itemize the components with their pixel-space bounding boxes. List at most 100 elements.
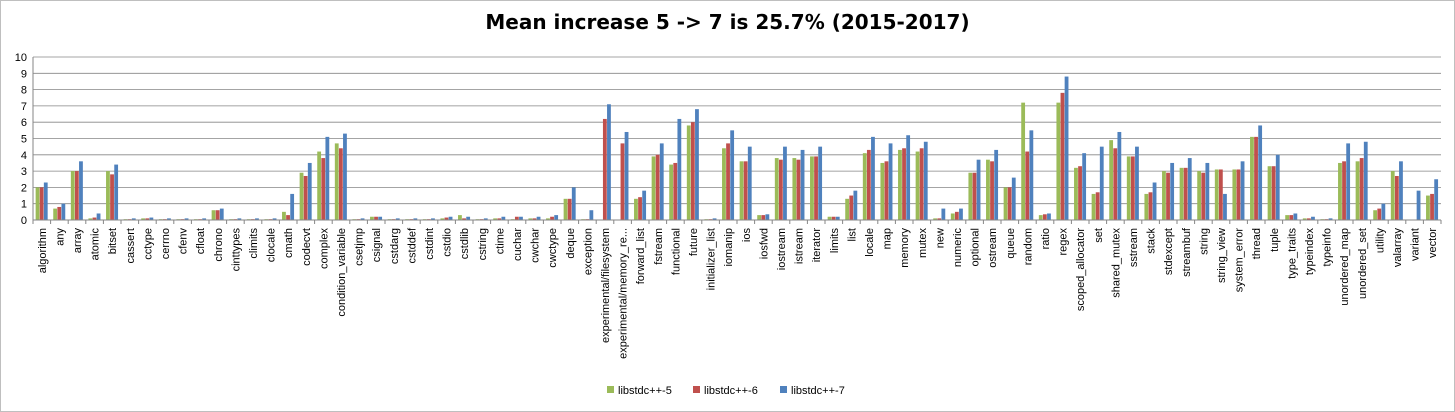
bar-libstdc-6 — [602, 118, 607, 220]
bar-libstdc-6 — [444, 217, 449, 220]
bar-libstdc-5 — [53, 208, 58, 220]
x-tick-label: stack — [1146, 228, 1158, 254]
bar-libstdc-7 — [1082, 153, 1087, 220]
legend: libstdc++-5 libstdc++-6 libstdc++-7 — [607, 385, 845, 397]
bar-libstdc-7 — [431, 218, 435, 220]
bar-libstdc-5 — [1267, 166, 1272, 220]
bar-libstdc-6 — [1236, 169, 1241, 220]
bar-libstdc-6 — [866, 149, 871, 220]
bar-libstdc-6 — [74, 171, 79, 220]
x-tick-label: any — [54, 228, 66, 246]
x-tick-label: clocale — [266, 228, 278, 262]
bar-libstdc-7 — [1187, 158, 1192, 220]
x-tick-label: condition_variable — [336, 228, 348, 317]
bar-libstdc-7 — [835, 216, 840, 220]
bar-libstdc-6 — [57, 206, 62, 220]
bar-libstdc-7 — [149, 217, 154, 220]
bar-libstdc-7 — [1152, 182, 1157, 220]
bar-libstdc-6 — [814, 156, 818, 220]
bar-libstdc-6 — [374, 216, 378, 220]
bar-libstdc-6 — [1342, 161, 1346, 220]
x-tick-label: ostream — [987, 228, 999, 268]
bar-libstdc-6 — [1430, 193, 1434, 220]
x-tick-label: streambuf — [1181, 227, 1193, 277]
bar-libstdc-6 — [567, 198, 572, 220]
bar-libstdc-6 — [1042, 214, 1047, 220]
bar-libstdc-6 — [215, 210, 220, 220]
bar-libstdc-6 — [462, 218, 466, 220]
bar-libstdc-5 — [370, 216, 374, 220]
bar-libstdc-7 — [853, 190, 858, 220]
bar-libstdc-7 — [712, 218, 717, 220]
bar-libstdc-5 — [950, 213, 955, 220]
bar-libstdc-7 — [783, 146, 787, 220]
legend-swatch — [607, 386, 614, 393]
bar-libstdc-5 — [1197, 171, 1202, 220]
x-tick-label: cassert — [125, 228, 137, 263]
x-tick-label: cwctype — [547, 228, 559, 268]
bar-libstdc-6 — [497, 218, 502, 220]
x-tick-label: cctype — [142, 228, 154, 260]
bar-libstdc-5 — [458, 215, 462, 220]
bar-libstdc-6 — [831, 216, 836, 220]
bar-libstdc-5 — [563, 198, 568, 220]
bar-libstdc-6 — [990, 161, 994, 220]
bar-libstdc-6 — [303, 175, 308, 220]
bar-libstdc-5 — [1074, 167, 1078, 220]
bar-libstdc-6 — [92, 217, 97, 220]
bar-libstdc-7 — [1399, 161, 1403, 220]
bar-libstdc-6 — [638, 197, 642, 220]
bar-libstdc-6 — [954, 211, 959, 220]
bar-libstdc-5 — [1021, 102, 1026, 220]
x-tick-label: iterator — [811, 228, 823, 263]
bar-libstdc-6 — [321, 158, 326, 220]
bar-libstdc-6 — [1394, 175, 1399, 220]
bar-libstdc-7 — [167, 218, 171, 220]
x-tick-label: list — [846, 228, 858, 241]
x-tick-label: numeric — [952, 228, 964, 268]
bar-libstdc-5 — [1091, 193, 1096, 220]
bar-libstdc-7 — [571, 187, 576, 220]
bar-libstdc-7 — [800, 149, 805, 220]
x-tick-label: cinttypes — [230, 228, 242, 272]
bar-libstdc-5 — [106, 171, 110, 220]
x-tick-label: deque — [565, 228, 577, 259]
bar-libstdc-6 — [514, 216, 519, 220]
x-tick-label: cwchar — [530, 228, 542, 263]
bar-libstdc-5 — [282, 211, 286, 220]
bar-libstdc-5 — [1250, 136, 1254, 220]
bar-libstdc-7 — [642, 190, 647, 220]
x-tick-label: variant — [1410, 228, 1422, 261]
bar-libstdc-5 — [1338, 162, 1342, 220]
x-tick-label: map — [882, 228, 894, 249]
legend-label: libstdc++-6 — [704, 385, 758, 397]
bar-libstdc-6 — [110, 174, 114, 220]
x-tick-label: typeinfo — [1322, 228, 1334, 267]
x-tick-label: future — [688, 228, 700, 256]
bar-libstdc-5 — [1003, 187, 1008, 220]
bar-libstdc-7 — [202, 218, 207, 220]
x-tick-label: vector — [1427, 228, 1439, 258]
x-tick-label: unordered_map — [1339, 228, 1351, 306]
bar-libstdc-7 — [1170, 162, 1175, 220]
y-tick-label: 10 — [15, 52, 27, 64]
bar-libstdc-5 — [634, 198, 638, 220]
bar-libstdc-7 — [360, 218, 365, 220]
bar-libstdc-7 — [325, 136, 330, 220]
bar-libstdc-7 — [747, 146, 752, 220]
x-tick-label: experimental/filesystem — [600, 228, 612, 343]
x-tick-label: cfloat — [195, 228, 207, 254]
bar-libstdc-7 — [1029, 130, 1034, 220]
bar-libstdc-5 — [898, 149, 902, 220]
bar-libstdc-6 — [743, 161, 748, 220]
y-tick-label: 8 — [21, 85, 27, 97]
bar-libstdc-5 — [334, 143, 339, 220]
x-tick-label: csetjmp — [354, 228, 366, 266]
chart-title: Mean increase 5 -> 7 is 25.7% (2015-2017… — [485, 10, 970, 34]
bar-libstdc-7 — [43, 182, 48, 220]
bar-libstdc-5 — [686, 125, 691, 220]
bar-libstdc-5 — [669, 164, 674, 220]
bar-libstdc-7 — [114, 164, 119, 220]
y-tick-label: 1 — [21, 199, 27, 211]
x-tick-label: fstream — [653, 228, 665, 265]
